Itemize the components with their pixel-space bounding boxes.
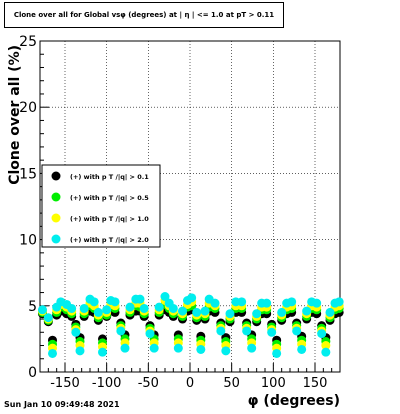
legend-entry: (+) with p T /|q| > 0.1 xyxy=(70,173,149,182)
data-point xyxy=(160,292,170,302)
legend-marker xyxy=(51,192,61,202)
data-point xyxy=(75,346,85,356)
data-point xyxy=(325,307,335,317)
data-point xyxy=(145,329,155,339)
data-point xyxy=(48,348,57,358)
legend-marker xyxy=(51,234,61,244)
data-point xyxy=(267,327,277,337)
data-point xyxy=(135,294,145,304)
data-point xyxy=(139,303,149,313)
data-point xyxy=(210,298,220,308)
data-point xyxy=(110,297,120,307)
y-tick-label: 0 xyxy=(28,365,37,381)
x-axis-label: φ (degrees) xyxy=(248,393,340,409)
data-point xyxy=(216,326,226,336)
y-tick-label: 15 xyxy=(19,166,37,182)
data-point xyxy=(221,346,231,356)
data-point xyxy=(312,298,322,308)
data-point xyxy=(321,347,331,357)
y-axis-label: Clone over all (%) xyxy=(7,45,23,185)
x-tick-label: 0 xyxy=(186,376,194,391)
legend-marker xyxy=(51,213,61,223)
legend-entry: (+) with p T /|q| > 1.0 xyxy=(70,215,149,224)
data-point xyxy=(178,306,187,316)
legend-entry: (+) with p T /|q| > 2.0 xyxy=(70,236,149,245)
data-point xyxy=(225,309,235,319)
y-tick-label: 5 xyxy=(28,299,37,315)
data-point xyxy=(154,302,164,312)
data-point xyxy=(297,344,307,354)
data-point xyxy=(321,341,331,351)
data-point xyxy=(272,348,282,358)
data-point xyxy=(89,297,99,307)
data-point xyxy=(247,343,257,353)
data-point xyxy=(125,302,135,312)
data-point xyxy=(102,305,112,315)
y-tick-label: 25 xyxy=(19,34,37,50)
data-points xyxy=(38,292,344,358)
data-point xyxy=(38,305,47,315)
data-point xyxy=(252,309,262,319)
data-point xyxy=(79,303,89,313)
data-point xyxy=(196,344,206,354)
data-point xyxy=(200,306,210,316)
data-point xyxy=(43,313,53,323)
data-point xyxy=(317,329,327,339)
data-point xyxy=(120,343,130,353)
legend-entry: (+) with p T /|q| > 0.5 xyxy=(70,194,149,203)
data-point xyxy=(302,306,312,316)
chart-title-box: Clone over all for Global vsφ (degrees) … xyxy=(4,2,284,28)
data-point xyxy=(71,327,81,337)
data-point xyxy=(149,343,159,353)
y-tick-label: 20 xyxy=(19,100,37,116)
data-point xyxy=(334,297,344,307)
data-point xyxy=(242,326,252,336)
data-point xyxy=(187,293,197,303)
x-tick-label: -50 xyxy=(138,376,159,391)
data-point xyxy=(277,307,287,317)
legend-box xyxy=(41,164,161,248)
x-tick-label: -100 xyxy=(92,376,122,391)
data-point xyxy=(292,326,302,336)
legend-marker xyxy=(51,171,61,181)
x-tick-label: 50 xyxy=(223,376,240,391)
data-point xyxy=(98,347,107,357)
axes: -150 -100 -50 0 50 100 150 0 5 10 15 20 25 xyxy=(19,34,341,391)
legend: (+) with p T /|q| > 0.1 (+) with p T /|q|… xyxy=(41,164,161,248)
data-point xyxy=(116,326,126,336)
x-tick-label: -150 xyxy=(50,376,80,391)
data-point xyxy=(262,298,272,308)
chart-title: Clone over all for Global vsφ (degrees) … xyxy=(13,11,275,19)
data-point xyxy=(173,343,183,353)
timestamp: Sun Jan 10 09:49:48 2021 xyxy=(4,400,120,409)
x-tick-label: 150 xyxy=(303,376,328,391)
data-point xyxy=(168,303,178,313)
y-tick-label: 10 xyxy=(19,233,37,249)
data-point xyxy=(67,303,77,313)
data-point xyxy=(192,307,202,317)
data-point xyxy=(237,297,247,307)
x-tick-label: 100 xyxy=(261,376,286,391)
data-point xyxy=(93,307,103,317)
data-point xyxy=(287,297,297,307)
